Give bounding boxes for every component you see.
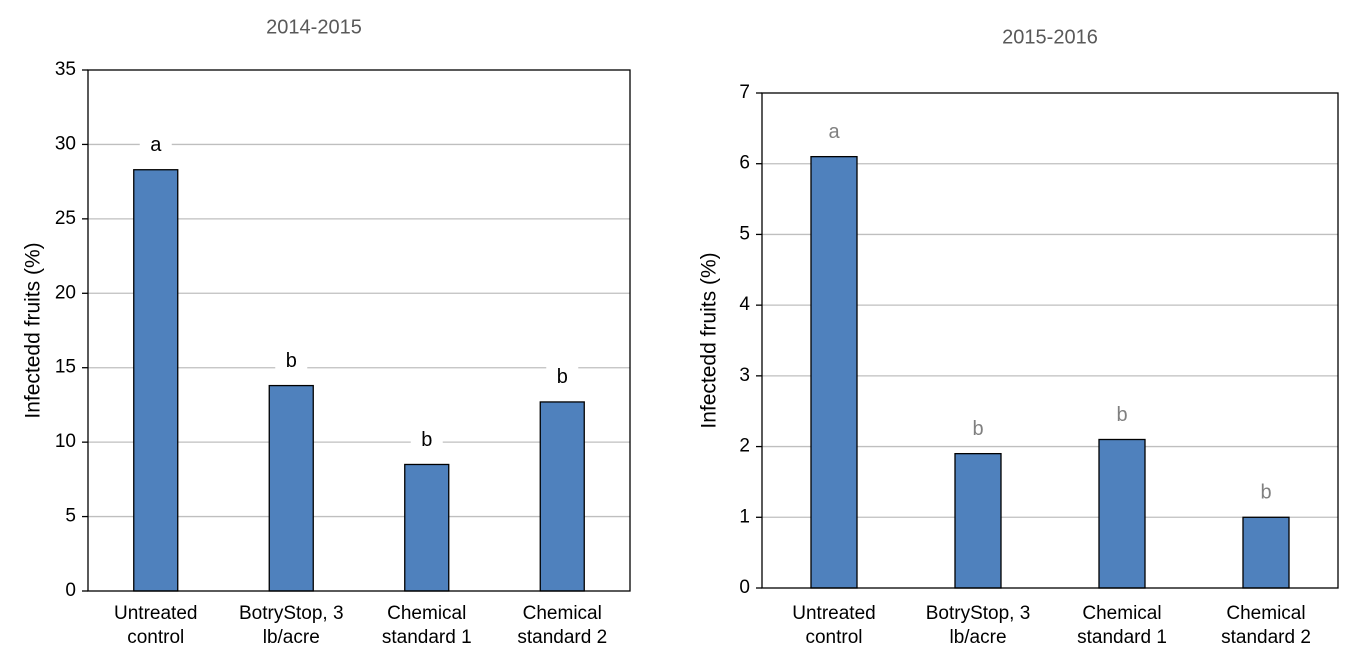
data-label: b: [1116, 404, 1127, 426]
category-label-line: standard 1: [1077, 627, 1167, 648]
category-label-line: Chemical: [387, 603, 466, 624]
category-label-line: standard 2: [517, 627, 607, 648]
y-tick-label: 7: [739, 82, 750, 103]
bar: [133, 169, 179, 592]
chart-2: 2015-2016 0 1 2 3 4 5 6 7 Infectedd fruits (%) a Un…: [698, 26, 1339, 648]
y-tick-label: 0: [65, 580, 76, 601]
data-label-bg: [962, 416, 994, 443]
data-label: a: [150, 134, 162, 156]
plot-frame: [761, 92, 1339, 589]
category-label-line: BotryStop, 3: [239, 603, 344, 624]
data-label: b: [1260, 482, 1271, 504]
y-tick-label: 5: [739, 223, 750, 244]
category-label-line: standard 1: [382, 627, 472, 648]
data-label: a: [828, 121, 840, 143]
category-label-line: standard 2: [1221, 627, 1311, 648]
y-tick-label: 6: [739, 153, 750, 174]
y-tick-label: 3: [739, 365, 750, 386]
category-label-line: lb/acre: [949, 627, 1006, 648]
category-label: Chemical standard 2: [1221, 603, 1311, 648]
category-label: Chemical standard 1: [1077, 603, 1167, 648]
category-label-line: lb/acre: [263, 627, 320, 648]
bar: [1098, 438, 1146, 589]
category-label-line: control: [805, 627, 862, 648]
chart-1: 2014-2015 0 5 10 15 20 25 30 35 Infectedd fruits …: [22, 16, 631, 648]
chart-title: 2014-2015: [266, 16, 362, 38]
y-tick-label: 35: [55, 59, 76, 80]
bar: [539, 401, 585, 592]
data-label-bg: [546, 364, 579, 391]
y-tick-label: 5: [65, 506, 76, 527]
category-label-line: Chemical: [1226, 603, 1305, 624]
data-label-bg: [818, 119, 850, 146]
category-label: Untreated control: [792, 603, 875, 648]
data-label: b: [557, 366, 568, 388]
data-label: b: [972, 418, 983, 440]
category-label: Untreated control: [114, 603, 197, 648]
data-label-bg: [139, 132, 172, 159]
y-tick-label: 25: [55, 208, 76, 229]
y-tick-label: 0: [739, 577, 750, 598]
category-label-line: Untreated: [114, 603, 197, 624]
y-tick-label: 30: [55, 133, 76, 154]
plot-frame: [87, 69, 631, 592]
category-label-line: BotryStop, 3: [926, 603, 1031, 624]
category-label-line: control: [127, 627, 184, 648]
category-label: Chemical standard 2: [517, 603, 607, 648]
category-label-line: Chemical: [1082, 603, 1161, 624]
data-label-bg: [1106, 402, 1138, 429]
y-axis-label: Infectedd fruits (%): [22, 242, 45, 418]
data-label-bg: [1250, 480, 1282, 507]
y-axis-label: Infectedd fruits (%): [698, 252, 721, 428]
category-label: BotryStop, 3 lb/acre: [239, 603, 344, 648]
data-label: b: [421, 429, 432, 451]
bar: [954, 452, 1002, 589]
bar: [810, 155, 858, 589]
data-label: b: [286, 350, 297, 372]
y-tick-label: 2: [739, 436, 750, 457]
bar: [404, 463, 450, 592]
category-label-line: Chemical: [523, 603, 602, 624]
category-label: BotryStop, 3 lb/acre: [926, 603, 1031, 648]
y-tick-label: 10: [55, 431, 76, 452]
bar: [268, 384, 314, 592]
category-label-line: Untreated: [792, 603, 875, 624]
chart-title: 2015-2016: [1002, 26, 1098, 48]
y-tick-label: 1: [739, 506, 750, 527]
y-tick-label: 20: [55, 282, 76, 303]
y-tick-label: 4: [739, 294, 750, 315]
data-label-bg: [275, 348, 308, 375]
data-label-bg: [410, 427, 443, 454]
y-tick-label: 15: [55, 357, 76, 378]
bar: [1242, 516, 1290, 589]
category-label: Chemical standard 1: [382, 603, 472, 648]
